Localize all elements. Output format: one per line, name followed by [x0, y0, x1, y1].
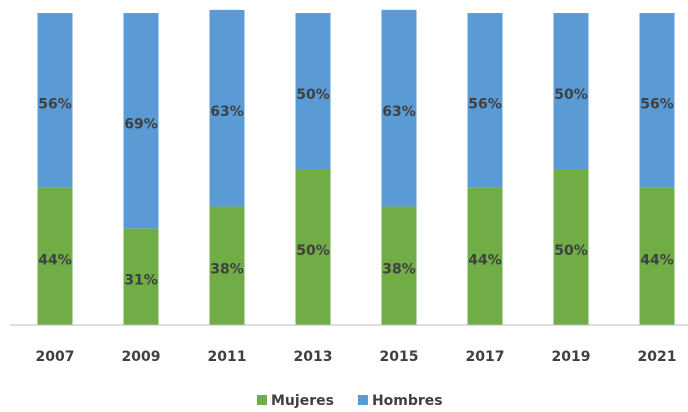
bar-segment	[467, 187, 503, 325]
data-label: 56%	[640, 96, 674, 112]
bar-segment	[295, 169, 331, 325]
data-label: 63%	[382, 104, 416, 120]
x-tick-label: 2021	[638, 349, 677, 365]
bar-segment	[553, 13, 589, 169]
x-tick-label: 2015	[380, 349, 419, 365]
x-tick-label: 2019	[552, 349, 591, 365]
x-tick-label: 2017	[466, 349, 505, 365]
x-tick-label: 2011	[208, 349, 247, 365]
bar-segment	[639, 13, 675, 188]
legend-swatch	[357, 395, 368, 405]
bar-segment	[553, 169, 589, 325]
data-label: 50%	[554, 87, 588, 103]
bar-segment	[209, 206, 245, 325]
legend-swatch	[257, 395, 267, 405]
x-tick-label: 2009	[122, 349, 161, 365]
data-label: 38%	[382, 262, 416, 278]
data-label: 56%	[38, 96, 72, 112]
bar-segment	[123, 228, 159, 325]
bar-segment	[37, 13, 73, 188]
bar-segment	[209, 9, 245, 207]
bar-segment	[467, 13, 503, 188]
bar-segment	[381, 206, 417, 325]
bar-segment	[123, 13, 159, 229]
data-label: 50%	[554, 243, 588, 259]
data-label: 50%	[296, 243, 330, 259]
data-label: 44%	[640, 252, 674, 268]
data-label: 63%	[210, 104, 244, 120]
bar-segment	[295, 13, 331, 169]
data-label: 44%	[38, 252, 72, 268]
data-label: 31%	[124, 273, 158, 289]
legend-label: Mujeres	[271, 393, 334, 409]
data-label: 50%	[296, 87, 330, 103]
data-label: 56%	[468, 96, 502, 112]
legend-label: Hombres	[372, 393, 443, 409]
data-label: 44%	[468, 252, 502, 268]
bar-segment	[639, 187, 675, 325]
x-tick-label: 2007	[36, 349, 75, 365]
data-label: 38%	[210, 262, 244, 278]
bar-segment	[381, 9, 417, 207]
bar-segment	[37, 187, 73, 325]
x-tick-label: 2013	[294, 349, 333, 365]
data-label: 69%	[124, 117, 158, 133]
